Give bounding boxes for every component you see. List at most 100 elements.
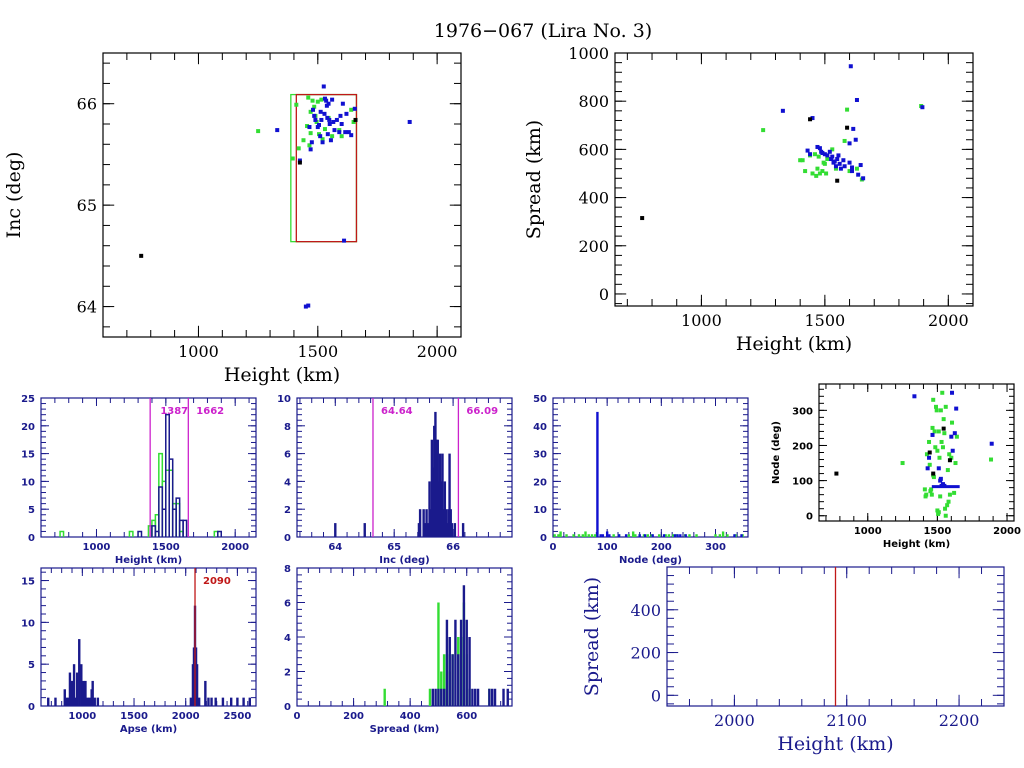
data-point-blue — [851, 126, 856, 131]
data-point-blue — [321, 84, 326, 89]
x-tick-label: 2000 — [172, 711, 200, 722]
data-point-green — [812, 152, 817, 157]
hist-bar-green — [584, 531, 587, 537]
data-point-green — [817, 171, 822, 176]
hist-bar-navy — [207, 697, 210, 706]
hist-bar-green — [559, 531, 562, 537]
plot-frame — [614, 52, 974, 307]
data-point-blue — [275, 128, 280, 133]
data-point-black — [808, 117, 813, 122]
y-tick-label: 15 — [21, 450, 35, 461]
data-point-green — [308, 131, 313, 136]
x-tick-label: 2000 — [993, 526, 1021, 537]
data-point-green — [854, 166, 859, 171]
data-point-blue — [326, 101, 331, 106]
y-axis-label: Spread (km) — [581, 577, 603, 696]
hist-bar-green — [718, 534, 722, 537]
x-tick-label: 100 — [597, 542, 618, 553]
hist-bar-navy — [506, 688, 509, 706]
reference-line-label: 1662 — [196, 406, 224, 417]
data-point-green — [989, 457, 994, 462]
hist-bar-green — [383, 688, 386, 706]
x-tick-label: 200 — [651, 542, 672, 553]
data-point-green — [820, 169, 825, 174]
y-tick-label: 0 — [284, 533, 291, 544]
data-point-blue — [309, 140, 314, 145]
y-tick-label: 200 — [792, 441, 813, 452]
figure-title: 1976−067 (Lira No. 3) — [434, 20, 652, 42]
data-point-blue — [858, 163, 863, 168]
hist-bar-navy — [434, 688, 437, 706]
hist-bar-navy — [468, 637, 471, 706]
data-point-green — [922, 487, 927, 492]
y-tick-label: 5 — [28, 505, 35, 516]
y-tick-label: 0 — [651, 686, 661, 705]
hist-bar-navy — [210, 697, 213, 706]
data-point-green — [943, 506, 948, 511]
hist-bar-navy — [197, 697, 201, 706]
hist-bar-green — [442, 654, 446, 706]
data-point-blue — [297, 158, 302, 163]
chart-inc-histogram: 64 65 66 0 2 4 6 8 10 Inc (deg) 64.64 66.09 — [277, 394, 513, 566]
hist-bar-navy — [80, 664, 83, 706]
data-point-green — [349, 107, 354, 112]
data-point-green — [825, 157, 830, 162]
data-point-blue — [833, 164, 838, 169]
data-point-blue — [830, 154, 835, 159]
y-tick-label: 5 — [28, 660, 35, 671]
data-point-blue — [328, 138, 333, 143]
y-tick-label: 0 — [28, 533, 35, 544]
plot-frame — [818, 383, 1015, 522]
data-point-blue — [306, 303, 311, 308]
data-point-blue — [324, 98, 329, 103]
data-point-green — [947, 492, 952, 497]
y-tick-label: 40 — [533, 422, 547, 433]
hist-bar-navy — [69, 680, 73, 706]
data-point-green — [945, 503, 950, 508]
chart-node-histogram: 0 100 200 300 0 10 20 30 40 50 Node (deg) — [533, 394, 749, 566]
data-point-green — [351, 119, 356, 124]
chart-spread-vs-height-zoom: 2000 2100 2200 0 200 400 Height (km) Spread (km… — [581, 566, 1005, 755]
data-point-green — [950, 420, 955, 425]
data-point-green — [931, 397, 936, 402]
hist-bar-navy — [86, 697, 89, 706]
data-point-blue — [315, 125, 320, 130]
x-tick-label: 2000 — [417, 342, 458, 361]
data-point-green — [847, 169, 852, 174]
chart-height-histogram: 1000 1500 2000 0 5 10 15 20 25 Height (km) 1387 166… — [21, 394, 257, 566]
data-point-green — [932, 429, 937, 434]
data-point-blue — [334, 117, 339, 122]
hist-bar-navy — [189, 697, 193, 706]
data-point-green — [330, 134, 335, 139]
x-tick-label: 1500 — [297, 342, 338, 361]
hist-bar-navy — [93, 697, 96, 706]
data-point-blue — [836, 153, 841, 158]
y-tick-label: 0 — [28, 702, 35, 713]
hist-bar-navy — [363, 523, 366, 537]
data-point-blue — [949, 434, 954, 439]
red-box — [295, 93, 358, 243]
data-point-green — [945, 468, 950, 473]
data-point-blue — [989, 441, 994, 446]
data-point-green — [312, 104, 317, 109]
plot-frame — [552, 397, 749, 538]
plot-area — [640, 64, 925, 221]
data-point-green — [815, 166, 820, 171]
hist-bar-navy — [450, 523, 454, 537]
x-tick-label: 0 — [294, 711, 301, 722]
x-axis-label: Spread (km) — [370, 724, 440, 735]
data-point-green — [320, 137, 325, 142]
data-point-green — [798, 158, 803, 163]
x-tick-label: 1000 — [68, 711, 96, 722]
data-point-green — [314, 119, 319, 124]
data-point-green — [800, 158, 805, 163]
plot-area — [834, 390, 994, 518]
x-tick-label: 1500 — [152, 542, 180, 553]
x-axis-label: Height (km) — [736, 333, 852, 355]
data-point-blue — [808, 152, 813, 157]
x-tick-label: 0 — [550, 542, 557, 553]
data-point-green — [933, 445, 938, 450]
y-tick-label: 30 — [533, 450, 547, 461]
data-point-green — [306, 95, 311, 100]
